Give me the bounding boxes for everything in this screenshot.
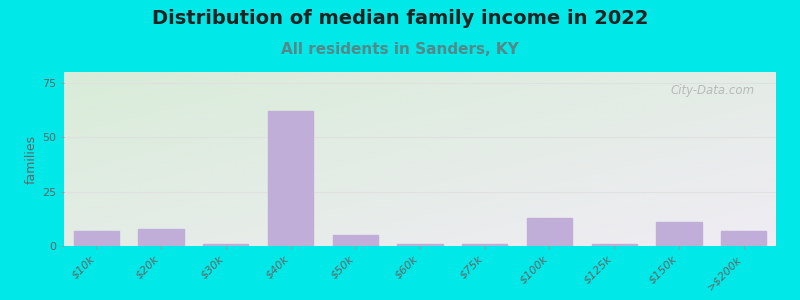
Bar	[527, 218, 572, 246]
Bar	[398, 244, 442, 246]
Text: City-Data.com: City-Data.com	[670, 84, 754, 97]
Text: Distribution of median family income in 2022: Distribution of median family income in …	[152, 9, 648, 28]
Bar	[74, 231, 119, 246]
Bar	[203, 244, 249, 246]
Bar	[138, 229, 184, 246]
Bar	[656, 222, 702, 246]
Bar	[333, 235, 378, 246]
Bar	[721, 231, 766, 246]
Y-axis label: families: families	[25, 134, 38, 184]
Bar	[591, 244, 637, 246]
Text: All residents in Sanders, KY: All residents in Sanders, KY	[281, 42, 519, 57]
Bar	[462, 244, 507, 246]
Bar	[268, 111, 314, 246]
